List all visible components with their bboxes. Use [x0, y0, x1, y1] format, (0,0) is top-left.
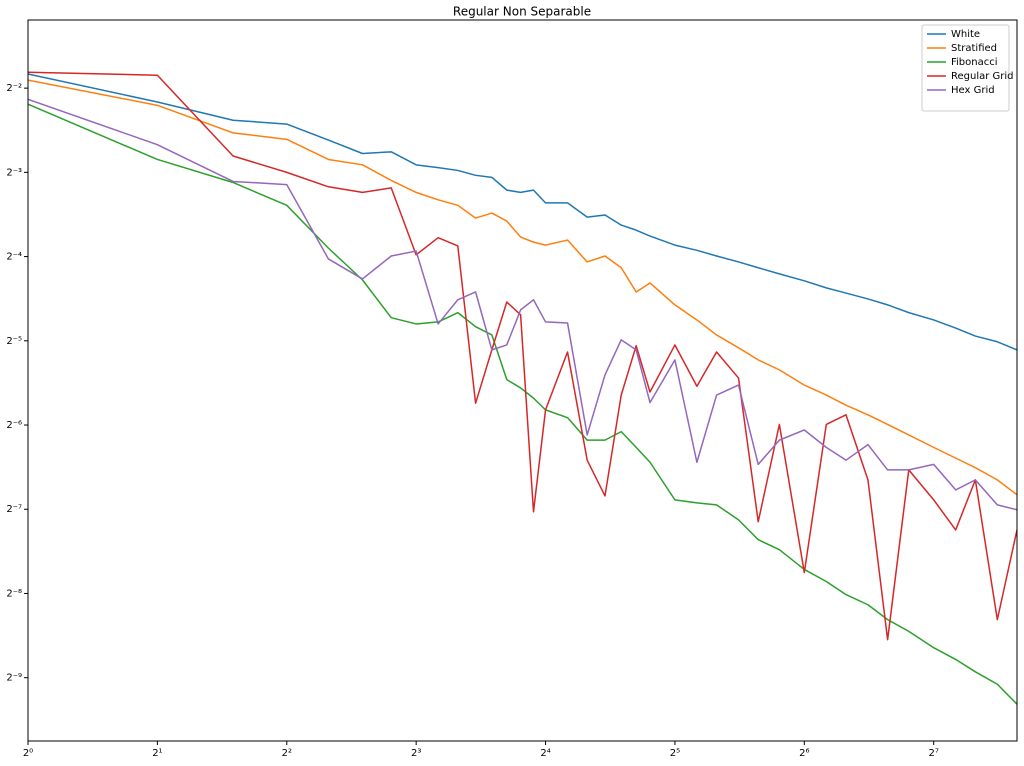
- chart-title: Regular Non Separable: [453, 5, 591, 19]
- y-tick-label: 2⁻³: [6, 167, 22, 178]
- y-tick-label: 2⁻⁹: [6, 673, 22, 684]
- x-tick-label: 2⁶: [799, 748, 809, 759]
- legend-label: Regular Grid: [951, 71, 1014, 82]
- x-tick-label: 2³: [411, 748, 421, 759]
- series-line: [28, 73, 1017, 351]
- series-line: [28, 98, 1017, 511]
- y-tick-label: 2⁻⁷: [6, 504, 22, 515]
- y-tick-label: 2⁻⁴: [6, 252, 22, 263]
- legend-label: Hex Grid: [951, 85, 995, 96]
- legend-label: Stratified: [951, 43, 997, 54]
- legend-label: Fibonacci: [951, 57, 998, 68]
- y-tick-label: 2⁻⁸: [6, 588, 22, 599]
- y-tick-label: 2⁻⁵: [6, 336, 22, 347]
- plot-lines: [28, 71, 1017, 705]
- legend-label: White: [951, 29, 980, 40]
- x-tick-label: 2⁰: [23, 748, 33, 759]
- plot-frame: [27, 19, 1018, 742]
- series-line: [28, 79, 1017, 496]
- series-line: [28, 71, 1017, 641]
- x-tick-label: 2⁴: [540, 748, 550, 759]
- y-tick-label: 2⁻²: [6, 83, 22, 94]
- series-line: [28, 103, 1017, 705]
- x-tick-label: 2²: [282, 748, 292, 759]
- y-tick-label: 2⁻⁶: [6, 420, 22, 431]
- x-tick-label: 2¹: [152, 748, 162, 759]
- x-tick-label: 2⁷: [929, 748, 939, 759]
- x-tick-label: 2⁵: [670, 748, 680, 759]
